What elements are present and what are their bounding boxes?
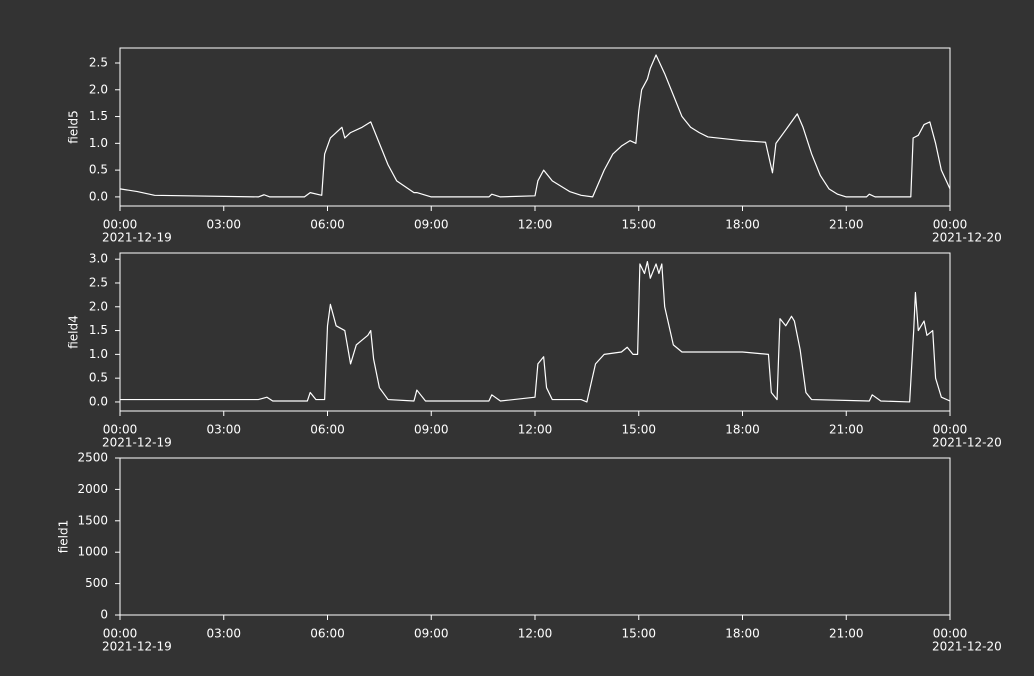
plot-frame — [119, 47, 951, 207]
y-tick-label: 2.0 — [89, 299, 108, 313]
x-date-label: 2021-12-19 — [102, 436, 172, 450]
y-tick-label: 1.5 — [89, 109, 108, 123]
data-line — [120, 260, 951, 403]
x-tick-label: 03:00 — [206, 627, 241, 641]
plot-frame — [119, 457, 951, 616]
x-tick-label: 21:00 — [829, 218, 864, 232]
y-tick-label: 1000 — [77, 545, 108, 559]
x-tick-label: 00:00 — [103, 627, 138, 641]
x-tick-label: 03:00 — [206, 218, 241, 232]
y-axis-label: field5 — [67, 110, 81, 144]
x-tick-label: 15:00 — [621, 423, 656, 437]
x-tick-label: 06:00 — [310, 627, 345, 641]
x-tick-label: 00:00 — [103, 423, 138, 437]
y-tick-label: 0.0 — [89, 189, 108, 203]
x-tick-label: 21:00 — [829, 627, 864, 641]
y-tick-label: 0.0 — [89, 394, 108, 408]
x-tick-label: 12:00 — [518, 423, 553, 437]
y-axis-label: field4 — [67, 315, 81, 349]
x-date-label: 2021-12-20 — [932, 436, 1002, 450]
y-tick-label: 1.0 — [89, 136, 108, 150]
x-tick-label: 12:00 — [518, 218, 553, 232]
x-tick-label: 09:00 — [414, 218, 449, 232]
x-date-label: 2021-12-20 — [932, 231, 1002, 245]
y-tick-label: 2.0 — [89, 82, 108, 96]
x-tick-label: 06:00 — [310, 218, 345, 232]
y-tick-label: 2000 — [77, 482, 108, 496]
y-axis-label: field1 — [57, 520, 71, 554]
x-tick-label: 00:00 — [933, 423, 968, 437]
x-tick-label: 03:00 — [206, 423, 241, 437]
x-tick-label: 15:00 — [621, 218, 656, 232]
y-tick-label: 0.5 — [89, 371, 108, 385]
x-tick-label: 18:00 — [725, 218, 760, 232]
y-tick-label: 1.5 — [89, 323, 108, 337]
y-tick-label: 3.0 — [89, 252, 108, 266]
y-tick-label: 2500 — [77, 451, 108, 465]
x-tick-label: 18:00 — [725, 423, 760, 437]
x-tick-label: 12:00 — [518, 627, 553, 641]
x-tick-label: 00:00 — [933, 218, 968, 232]
x-date-label: 2021-12-20 — [932, 640, 1002, 654]
x-tick-label: 00:00 — [103, 218, 138, 232]
x-tick-label: 09:00 — [414, 423, 449, 437]
y-tick-label: 0.5 — [89, 163, 108, 177]
plot-frame — [119, 252, 951, 412]
y-tick-label: 0 — [100, 608, 108, 622]
x-tick-label: 09:00 — [414, 627, 449, 641]
x-tick-label: 06:00 — [310, 423, 345, 437]
y-tick-label: 500 — [85, 576, 108, 590]
x-tick-label: 18:00 — [725, 627, 760, 641]
x-date-label: 2021-12-19 — [102, 231, 172, 245]
x-tick-label: 15:00 — [621, 627, 656, 641]
x-tick-label: 00:00 — [933, 627, 968, 641]
y-tick-label: 2.5 — [89, 55, 108, 69]
y-tick-label: 1.0 — [89, 347, 108, 361]
x-tick-label: 21:00 — [829, 423, 864, 437]
y-tick-label: 2.5 — [89, 275, 108, 289]
y-tick-label: 1500 — [77, 513, 108, 527]
x-date-label: 2021-12-19 — [102, 640, 172, 654]
data-line — [119, 54, 951, 198]
